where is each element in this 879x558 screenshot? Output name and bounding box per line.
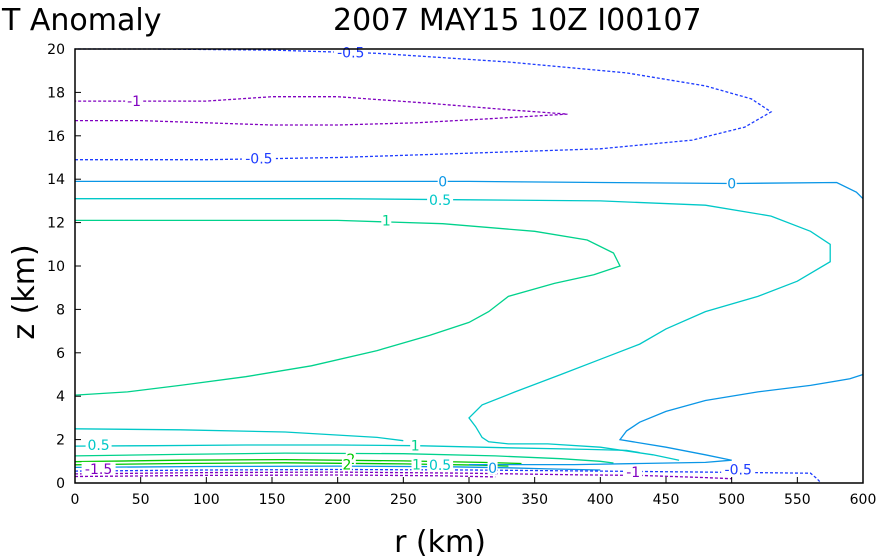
y-tick-label-9: 18 — [47, 85, 65, 101]
contour-label-bg-11 — [411, 457, 422, 471]
x-tick-label-5: 250 — [390, 492, 417, 508]
contour-label-bg-8 — [410, 438, 421, 452]
contour-label-bg-7 — [85, 438, 112, 451]
contour-label-bg-5 — [427, 192, 454, 206]
x-tick-label-3: 150 — [259, 492, 286, 508]
chart-title-left: T Anomaly — [1, 3, 161, 38]
contour-label-12: 0.5 — [429, 458, 451, 474]
y-tick-label-10: 20 — [47, 42, 65, 58]
y-tick-label-1: 2 — [56, 433, 65, 449]
contour-label-8: 1 — [411, 439, 420, 455]
y-axis-ticks: 0 2 4 6 8 10 12 14 16 18 20 — [47, 42, 81, 492]
contour-label-bg-6 — [381, 213, 392, 227]
y-tick-label-7: 14 — [47, 172, 65, 188]
x-tick-label-12: 600 — [850, 492, 877, 508]
x-tick-label-9: 450 — [653, 492, 680, 508]
x-axis-ticks: 0 50 100 150 200 250 300 350 400 450 500 550 600 — [71, 477, 877, 508]
contour-label-0: -0.5 — [337, 45, 364, 61]
y-tick-label-3: 6 — [56, 346, 65, 362]
contour-lines — [74, 48, 864, 484]
contour-label-11: 1 — [412, 458, 421, 474]
x-tick-label-1: 50 — [132, 492, 150, 508]
contour-label-bg-2 — [241, 151, 276, 165]
contour-line-6 — [74, 444, 640, 454]
contour-line-13 — [74, 471, 732, 480]
y-tick-label-5: 10 — [47, 259, 65, 275]
chart-title-right: 2007 MAY15 10Z I00107 — [333, 3, 702, 38]
x-tick-label-6: 300 — [456, 492, 483, 508]
x-tick-label-4: 200 — [324, 492, 351, 508]
x-tick-label-10: 500 — [718, 492, 745, 508]
x-tick-label-11: 550 — [784, 492, 811, 508]
contour-label-bg-13 — [487, 461, 498, 475]
contour-line-12 — [74, 468, 822, 484]
contour-label-16: -0.5 — [725, 463, 752, 479]
contour-label-bg-3 — [437, 174, 448, 188]
contour-label-bg-4 — [726, 176, 737, 190]
y-tick-label-8: 16 — [47, 129, 65, 145]
y-tick-label-4: 8 — [56, 302, 65, 318]
y-tick-label-2: 4 — [56, 389, 65, 405]
contour-label-bg-10 — [341, 457, 352, 471]
contour-label-13: 0 — [488, 461, 497, 477]
contour-line-1 — [75, 96, 568, 126]
contour-label-bg-16 — [721, 462, 756, 476]
y-tick-label-0: 0 — [56, 476, 65, 492]
contour-label-4: 0 — [727, 177, 736, 193]
contour-line-5 — [74, 428, 404, 442]
y-tick-label-6: 12 — [47, 216, 65, 232]
contour-label-2: -0.5 — [245, 152, 272, 168]
x-tick-label-7: 350 — [521, 492, 548, 508]
contour-line-4 — [74, 219, 621, 396]
contour-label-7: 0.5 — [87, 438, 109, 454]
contour-label-14: -1.5 — [85, 462, 112, 478]
contour-label-6: 1 — [382, 213, 391, 229]
contour-line-2 — [75, 180, 864, 200]
x-tick-label-0: 0 — [71, 492, 80, 508]
contour-label-5: 0.5 — [429, 193, 451, 209]
contour-label-1: -1 — [127, 94, 141, 110]
contour-label-bg-12 — [427, 458, 454, 472]
contour-line-0 — [75, 48, 773, 161]
contour-line-11 — [469, 373, 864, 466]
contour-line-7 — [74, 452, 614, 464]
y-axis-label: z (km) — [7, 244, 42, 339]
contour-label-bg-15 — [624, 465, 643, 479]
x-tick-label-8: 400 — [587, 492, 614, 508]
contour-line-3 — [75, 198, 831, 461]
x-tick-label-2: 100 — [193, 492, 220, 508]
contour-label-15: -1 — [626, 465, 640, 481]
contour-label-3: 0 — [438, 174, 447, 190]
contour-line-14 — [74, 474, 496, 478]
contour-label-bg-14 — [81, 461, 116, 475]
contour-label-bg-1 — [125, 94, 144, 108]
x-axis-label: r (km) — [394, 525, 486, 558]
contour-label-10: 2 — [342, 458, 351, 474]
